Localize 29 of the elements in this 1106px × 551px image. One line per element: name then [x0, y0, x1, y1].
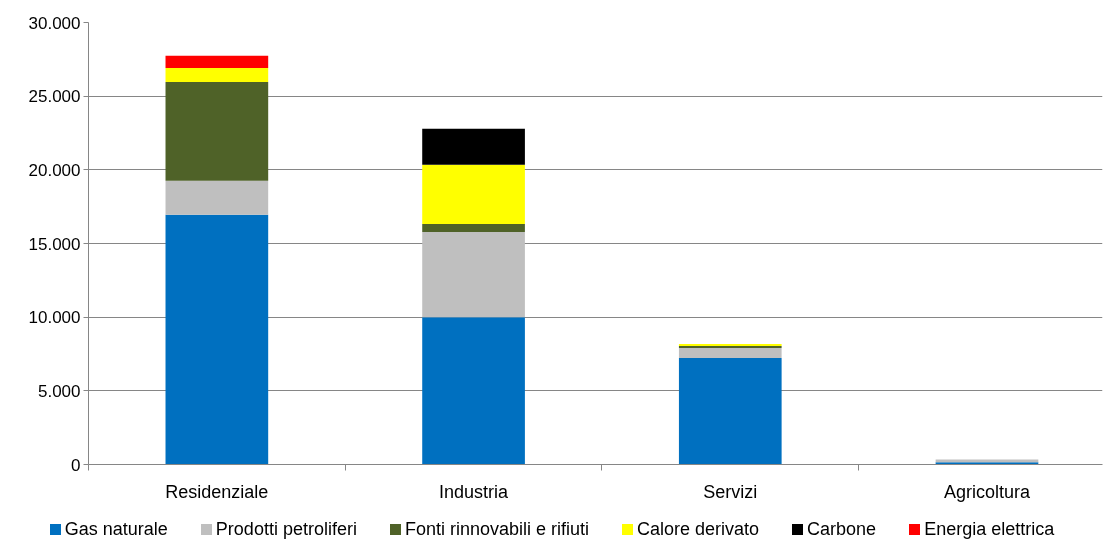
y-tick-label: 0 [71, 455, 81, 475]
legend-label: Energia elettrica [923, 519, 1055, 539]
y-tick-label: 5.000 [37, 381, 81, 401]
x-tick-label: Servizi [703, 481, 758, 502]
y-tick-label: 15.000 [28, 234, 81, 254]
y-tick-label: 10.000 [28, 308, 81, 328]
legend-label: Calore derivato [636, 519, 760, 539]
x-tick-label: Residenziale [165, 481, 269, 502]
x-tick-label: Agricoltura [943, 481, 1031, 502]
bar [422, 223, 525, 233]
x-tick-label: Industria [439, 481, 510, 502]
legend-label: Fonti rinnovabili e rifiuti [403, 519, 590, 539]
y-tick-label: 20.000 [28, 160, 81, 180]
bar [422, 232, 525, 318]
bar [678, 357, 782, 465]
y-tick-label: 30.000 [28, 13, 81, 33]
y-tick-label: 25.000 [28, 87, 81, 107]
bar [165, 55, 269, 69]
bar [165, 82, 269, 181]
bar [422, 164, 525, 224]
legend-label: Carbone [806, 519, 877, 539]
bar [422, 128, 525, 165]
legend-label: Gas naturale [63, 519, 168, 539]
legend-label: Prodotti petroliferi [214, 519, 357, 539]
bar [165, 68, 269, 83]
bar [165, 214, 269, 465]
bar [165, 180, 269, 215]
bar [422, 317, 525, 465]
bar [678, 347, 782, 358]
